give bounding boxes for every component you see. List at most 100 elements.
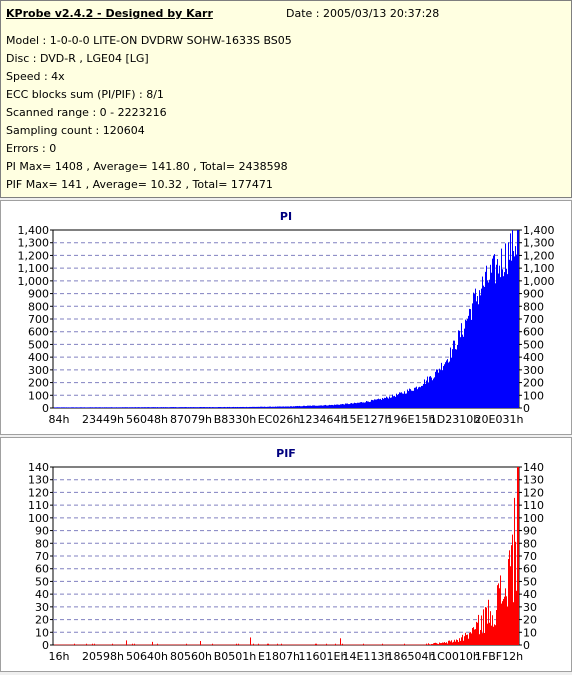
pif-bar: [190, 644, 191, 646]
pif-bar: [471, 633, 472, 645]
pi-bar: [220, 407, 221, 408]
pi-ytick-label-right: 1,200: [523, 249, 555, 262]
pif-bar: [94, 643, 95, 645]
pi-bar: [214, 407, 215, 408]
pi-bar: [396, 393, 397, 408]
pif-bar: [494, 624, 495, 645]
pi-bar: [314, 405, 315, 408]
pi-bar: [339, 404, 340, 408]
pif-bar: [322, 644, 323, 646]
pif-bar: [247, 644, 248, 646]
pi-bar: [82, 407, 83, 408]
pif-bar: [424, 644, 425, 646]
pif-bar: [82, 644, 83, 646]
pif-bar: [504, 596, 505, 645]
pif-bar: [207, 644, 208, 646]
pi-bar: [164, 407, 165, 408]
pi-bar: [105, 407, 106, 408]
pi-bar: [430, 376, 431, 408]
pi-bar: [410, 389, 411, 408]
pif-bar: [435, 642, 436, 645]
pi-ytick-label: 800: [28, 300, 49, 313]
pif-bar: [124, 644, 125, 646]
pif-bar: [145, 644, 146, 646]
pif-bar: [223, 644, 224, 646]
pi-bar: [348, 404, 349, 408]
pif-bar: [345, 644, 346, 646]
pif-bar: [342, 643, 343, 645]
pi-bar: [367, 401, 368, 408]
pif-bar: [473, 627, 474, 645]
pi-bar: [475, 288, 476, 408]
pif-xtick-label: 20598h: [82, 650, 124, 663]
pif-bar: [301, 644, 302, 646]
pif-bar: [401, 644, 402, 646]
pi-bar: [167, 407, 168, 408]
pi-bar: [197, 407, 198, 408]
pi-bar: [443, 366, 444, 408]
pi-bar: [217, 407, 218, 408]
pif-bar: [469, 632, 470, 645]
pif-bar: [246, 644, 247, 646]
pi-bar: [455, 349, 456, 408]
pi-bar: [139, 407, 140, 408]
pif-bar: [293, 644, 294, 646]
pi-bar: [335, 404, 336, 408]
pif-bar: [244, 644, 245, 646]
pif-bar: [99, 644, 100, 646]
pi-bar: [450, 347, 451, 408]
pif-bar: [144, 644, 145, 646]
pi-bar: [187, 407, 188, 408]
pi-bar: [116, 407, 117, 408]
pi-bar: [440, 370, 441, 408]
pi-bar: [299, 405, 300, 408]
pi-bar: [499, 265, 500, 408]
pif-bar: [217, 644, 218, 646]
pi-ytick-label: 1,200: [18, 249, 50, 262]
pif-bar: [54, 644, 55, 646]
pif-bar: [260, 644, 261, 646]
pif-bar: [200, 641, 201, 645]
pif-bar: [371, 644, 372, 646]
pif-bar: [404, 643, 405, 645]
pi-bar: [263, 406, 264, 408]
pi-bar: [322, 405, 323, 408]
pif-bar: [392, 644, 393, 646]
pi-bar: [429, 376, 430, 408]
pi-bar: [411, 390, 412, 408]
pi-bar: [274, 406, 275, 408]
pi-bar: [247, 407, 248, 408]
pi-bar: [234, 407, 235, 408]
pi-bar: [124, 407, 125, 408]
pi-bar: [80, 407, 81, 408]
pi-bar: [375, 399, 376, 408]
pi-bar: [366, 400, 367, 408]
pi-bar: [130, 407, 131, 408]
pif-bar: [188, 644, 189, 646]
pif-bar: [150, 644, 151, 646]
pi-bar: [276, 406, 277, 408]
pif-bar: [182, 644, 183, 646]
pif-ytick-label: 0: [42, 639, 49, 652]
pi-bar: [289, 406, 290, 408]
pi-bar: [352, 403, 353, 408]
pif-bar: [339, 644, 340, 646]
pif-bar: [118, 644, 119, 646]
pif-bar: [509, 550, 510, 645]
pi-bar: [330, 405, 331, 408]
pi-bar: [145, 407, 146, 408]
pif-bar: [379, 644, 380, 646]
pif-bar: [189, 644, 190, 646]
pi-bar: [255, 406, 256, 408]
pif-bar: [234, 644, 235, 646]
pi-bar: [172, 407, 173, 408]
pi-bar: [460, 337, 461, 408]
pi-bar: [351, 403, 352, 408]
pif-bar: [449, 640, 450, 645]
pif-bar: [104, 644, 105, 646]
pi-bar: [246, 406, 247, 408]
pi-bar: [266, 406, 267, 408]
pif-bar: [111, 644, 112, 646]
pif-bar: [505, 588, 506, 645]
pif-bar: [483, 609, 484, 645]
